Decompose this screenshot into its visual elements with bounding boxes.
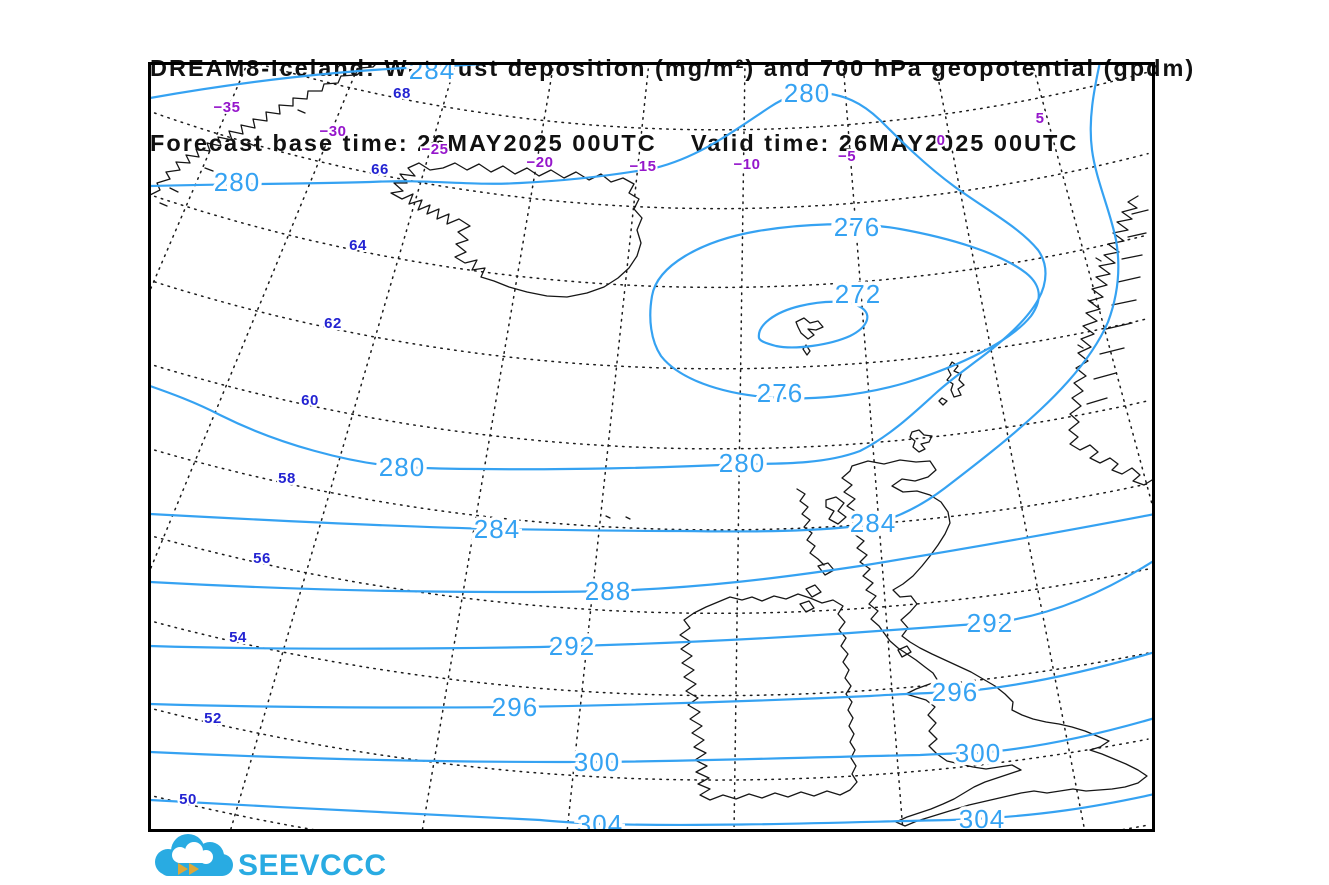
contour-line-288 [150, 513, 1153, 594]
contour-line-284 [150, 64, 497, 100]
parallel-66 [150, 110, 1149, 210]
meridian--30 [150, 64, 360, 573]
contour-line-272 [757, 300, 869, 349]
longitude-label: −5 [838, 148, 856, 165]
title-line-2: Forecast base time: 26MAY2025 00UTC Vali… [150, 130, 1079, 156]
graticule-grid [150, 64, 1153, 830]
latitude-label: 64 [349, 237, 367, 254]
arrow-icon [178, 863, 199, 875]
logo-text: SEEVCCC [238, 849, 387, 882]
contour-label: 300 [955, 738, 1001, 768]
seevccc-logo: SEEVCCC [150, 834, 410, 885]
meridian--35 [150, 64, 248, 293]
parallel-62 [150, 279, 1149, 370]
longitude-label: 5 [1036, 110, 1045, 127]
parallel-52 [150, 707, 1149, 781]
contour-label: 284 [409, 55, 455, 85]
meridian--20 [421, 64, 555, 830]
contour-label: 304 [577, 809, 623, 839]
longitude-label: −15 [630, 158, 657, 175]
longitude-label: −10 [734, 156, 761, 173]
longitude-label: −30 [320, 123, 347, 140]
contour-label: 280 [719, 448, 765, 478]
latitude-label: 66 [371, 161, 389, 178]
map-frame-border [148, 62, 1155, 832]
contour-label: 280 [784, 78, 830, 108]
coastline-great-britain [841, 459, 1148, 827]
coastline-ireland [679, 593, 858, 801]
contour-line-280 [150, 90, 1047, 471]
contour-label: 296 [492, 692, 538, 722]
meridian--5 [842, 64, 904, 830]
coastline-iceland [390, 162, 643, 298]
longitude-label: −25 [422, 141, 449, 158]
contour-label: 292 [967, 608, 1013, 638]
contour-line-284 [150, 64, 1120, 533]
chart-title: DREAM8-Iceland: Wet dust deposition (mg/… [150, 6, 1195, 206]
latitude-label: 58 [278, 470, 296, 487]
coastline-hebrides [796, 488, 847, 613]
geopotential-contours-layer [150, 64, 1153, 827]
latitude-label: 68 [393, 85, 411, 102]
longitude-label: −35 [214, 99, 241, 116]
coastline-norway [1068, 195, 1153, 486]
parallel-68 [259, 64, 1149, 131]
contour-line-276 [649, 223, 1040, 400]
longitude-label: −20 [527, 154, 554, 171]
latitude-label: 62 [324, 315, 342, 332]
meridian--15 [566, 64, 650, 830]
coastline-st-kilda-islets [605, 515, 631, 520]
parallel-64 [150, 193, 1149, 289]
contour-line-300 [150, 717, 1153, 764]
coastline-isle-of-man [897, 645, 912, 658]
map-labels-layer: −35 −30 −25 −20 −15 −10 −5 0 5 68 66 64 62 60 58 56 54 52… [177, 55, 1046, 839]
contour-line-296 [150, 651, 1153, 709]
latitude-label: 60 [301, 392, 319, 409]
latitude-label: 54 [229, 629, 247, 646]
coastlines-layer [150, 64, 1153, 827]
latitude-label: 56 [253, 550, 271, 567]
parallel-54 [150, 620, 1149, 697]
contour-label: 292 [549, 631, 595, 661]
contour-label: 280 [214, 167, 260, 197]
longitude-label: 0 [937, 132, 946, 149]
contour-label: 288 [585, 576, 631, 606]
meridian-5 [1031, 64, 1153, 511]
contour-label: 284 [474, 514, 520, 544]
coastline-orkney [909, 429, 933, 453]
contour-label: 304 [959, 804, 1005, 834]
contour-label: 272 [835, 279, 881, 309]
coastline-shetland [938, 361, 965, 406]
contour-label: 284 [850, 508, 896, 538]
latitude-label: 52 [204, 710, 222, 727]
meridian--25 [229, 64, 457, 830]
title-line-1: DREAM8-Iceland: Wet dust deposition (mg/… [150, 55, 1196, 81]
cloud-icon [155, 834, 233, 876]
parallel-58 [150, 447, 1149, 531]
coastline-greenland [150, 64, 377, 207]
meridian--10 [733, 64, 746, 830]
contour-line-292 [150, 559, 1153, 650]
parallel-60 [150, 363, 1149, 450]
meridian-0 [934, 64, 1086, 830]
latitude-label: 50 [179, 791, 197, 808]
contour-label: 276 [757, 378, 803, 408]
contour-label: 296 [932, 677, 978, 707]
contour-label: 280 [379, 452, 425, 482]
contour-label: 276 [834, 212, 880, 242]
contour-label: 300 [574, 747, 620, 777]
coastline-faroe-islands [795, 317, 824, 356]
parallel-56 [150, 534, 1149, 615]
contour-line-304 [150, 793, 1153, 827]
